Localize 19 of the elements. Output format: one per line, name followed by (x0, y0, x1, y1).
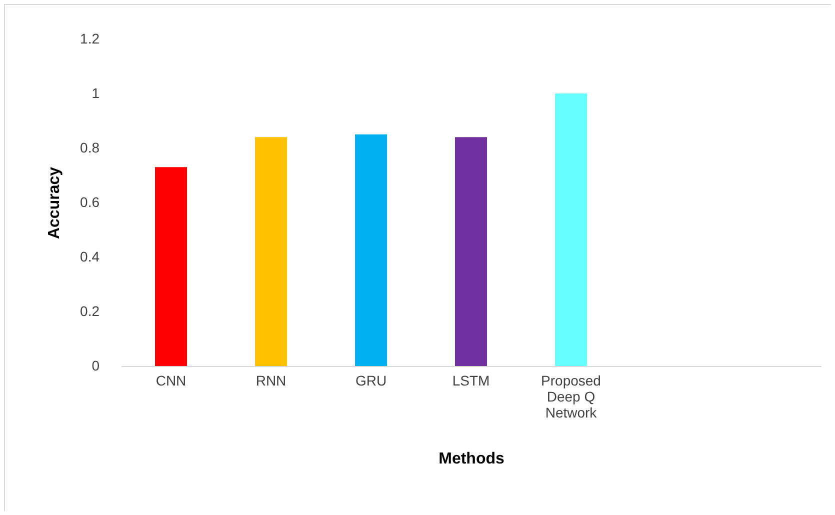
bar (455, 137, 487, 366)
x-tick-label: CNN (156, 372, 186, 388)
x-tick-label: RNN (256, 372, 286, 388)
y-tick-label: 0.6 (80, 194, 100, 210)
y-tick-label: 0 (92, 358, 100, 374)
x-tick-label: Proposed Deep Q Network (541, 372, 601, 420)
y-tick-label: 1 (92, 85, 100, 101)
y-tick-label: 0.8 (80, 140, 100, 156)
y-tick-label: 0.2 (80, 303, 100, 319)
x-tick-label: LSTM (452, 372, 490, 388)
y-tick-label: 0.4 (80, 248, 100, 264)
x-axis-title: Methods (438, 450, 504, 468)
bar (355, 134, 387, 366)
bar (255, 137, 287, 366)
y-axis-title: Accuracy (46, 166, 64, 240)
x-tick-label: GRU (355, 372, 387, 388)
y-tick-label: 1.2 (80, 30, 100, 46)
bar (155, 167, 187, 366)
bar (555, 94, 587, 366)
